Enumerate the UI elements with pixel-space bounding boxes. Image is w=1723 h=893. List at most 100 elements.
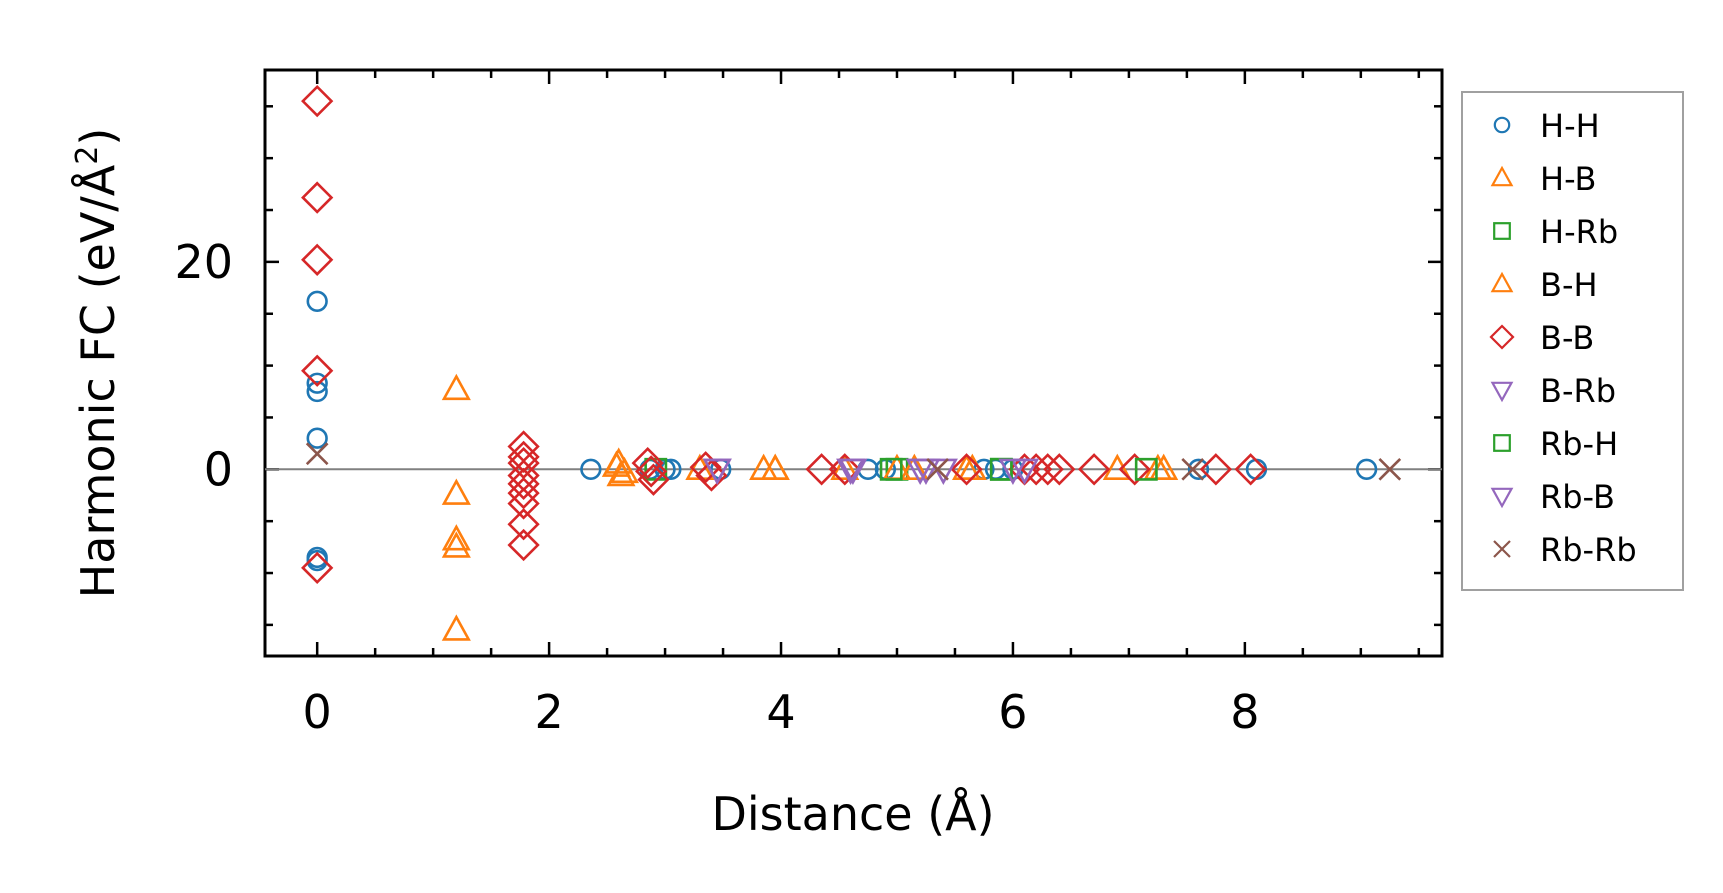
point-h-h: [306, 549, 328, 572]
point-b-b: [301, 181, 334, 214]
y-tick-label: 20: [174, 235, 233, 289]
point-h-h: [306, 380, 328, 403]
legend-marker-b-b: [1489, 324, 1515, 350]
x-tick-label: 4: [766, 685, 795, 739]
point-h-h: [660, 458, 682, 480]
legend-item-rb-rb: Rb-Rb: [1493, 531, 1637, 569]
x-tick-label: 8: [1230, 685, 1259, 739]
legend-label-rb-b: Rb-B: [1540, 478, 1615, 516]
point-b-h: [1143, 453, 1173, 480]
plot-frame: [263, 68, 1444, 658]
point-b-b: [631, 446, 664, 480]
legend-item-h-rb: H-Rb: [1493, 213, 1618, 251]
legend-label-b-b: B-B: [1540, 319, 1594, 357]
legend-item-b-h: B-H: [1490, 266, 1598, 304]
point-b-b: [1043, 453, 1076, 486]
legend-marker-rb-h: [1493, 434, 1511, 452]
point-h-h: [580, 458, 602, 480]
point-h-h: [1187, 458, 1210, 480]
point-b-h: [899, 453, 929, 480]
point-b-b: [507, 508, 540, 541]
point-b-b: [1234, 453, 1267, 486]
y-axis-label-main: Harmonic FC (eV/Å: [71, 164, 125, 598]
legend-item-b-b: B-B: [1489, 319, 1594, 357]
legend-item-h-h: H-H: [1493, 107, 1600, 145]
legend-label-rb-h: Rb-H: [1540, 425, 1618, 463]
point-rb-h: [1134, 457, 1158, 481]
point-b-b: [950, 453, 983, 486]
legend-marker-b-rb: [1490, 381, 1514, 403]
point-b-b: [637, 463, 670, 496]
x-tick-labels: 0 2 4 6 8: [303, 685, 1260, 739]
point-b-h: [760, 453, 790, 480]
legend-label-b-h: B-H: [1540, 266, 1598, 304]
point-b-b: [301, 243, 334, 276]
y-axis-label-sup: 2: [70, 146, 105, 165]
point-b-b: [695, 459, 728, 492]
point-b-b: [689, 451, 722, 484]
legend-label-h-rb: H-Rb: [1540, 213, 1618, 251]
x-tick-label: 0: [303, 685, 332, 739]
point-rb-b: [836, 458, 866, 485]
point-h-h: [306, 427, 328, 449]
point-rb-b: [998, 458, 1028, 485]
point-rb-rb: [1181, 457, 1204, 481]
point-h-h: [1355, 458, 1378, 480]
legend-item-rb-b: Rb-B: [1490, 478, 1615, 516]
point-b-b: [507, 528, 540, 562]
point-b-b: [1077, 453, 1111, 486]
point-b-b: [1118, 453, 1151, 486]
point-rb-rb: [926, 457, 949, 481]
point-rb-rb: [1378, 457, 1402, 481]
point-b-b: [507, 430, 540, 463]
y-tick-label: 0: [204, 442, 233, 496]
y-axis-label: Harmonic FC (eV/Å2): [70, 128, 126, 599]
legend: H-H H-B H-Rb B-H B-B B-Rb Rb-H Rb-B Rb-Rb: [1461, 91, 1684, 591]
point-h-b: [441, 478, 471, 505]
point-b-h: [609, 456, 640, 484]
point-h-b: [441, 524, 471, 551]
point-b-b: [635, 455, 668, 488]
point-b-b: [507, 459, 540, 492]
point-b-b: [301, 354, 334, 387]
point-h-b: [441, 531, 471, 558]
data-markers: [301, 84, 1402, 641]
point-b-b: [828, 453, 861, 486]
legend-marker-b-h: [1490, 271, 1514, 293]
point-b-h: [830, 453, 860, 480]
legend-label-rb-rb: Rb-Rb: [1540, 531, 1637, 569]
legend-marker-h-rb: [1493, 222, 1511, 240]
point-b-b: [1031, 453, 1064, 486]
point-b-b: [1199, 453, 1233, 486]
point-rb-b: [702, 458, 732, 485]
point-h-b: [441, 614, 471, 641]
x-tick-label: 2: [534, 685, 563, 739]
legend-marker-rb-b: [1490, 487, 1514, 509]
legend-item-b-rb: B-Rb: [1490, 372, 1616, 410]
legend-items: H-H H-B H-Rb B-H B-B B-Rb Rb-H Rb-B Rb-Rb: [1489, 107, 1637, 569]
point-rb-rb: [305, 442, 329, 466]
x-tick-label: 6: [998, 685, 1027, 739]
point-b-b: [507, 477, 540, 510]
point-b-b: [1019, 453, 1053, 486]
point-h-h: [306, 372, 328, 394]
y-tick-labels: 0 20: [174, 235, 233, 496]
axis-ticks: [265, 70, 1442, 656]
legend-item-h-b: H-B: [1490, 160, 1596, 198]
legend-label-b-rb: B-Rb: [1540, 372, 1616, 410]
point-rb-b: [911, 458, 941, 485]
point-b-b: [301, 84, 334, 118]
point-b-b: [507, 467, 540, 500]
point-b-b: [805, 453, 838, 486]
legend-label-h-h: H-H: [1540, 107, 1600, 145]
y-axis-label-close: ): [71, 128, 125, 146]
legend-marker-rb-rb: [1493, 540, 1511, 558]
point-h-b: [441, 373, 471, 401]
legend-label-h-b: H-B: [1540, 160, 1596, 198]
legend-marker-h-h: [1493, 116, 1511, 134]
legend-item-rb-h: Rb-H: [1493, 425, 1618, 463]
point-b-b: [507, 487, 540, 520]
point-rb-h: [879, 457, 903, 481]
point-h-h: [306, 290, 328, 312]
